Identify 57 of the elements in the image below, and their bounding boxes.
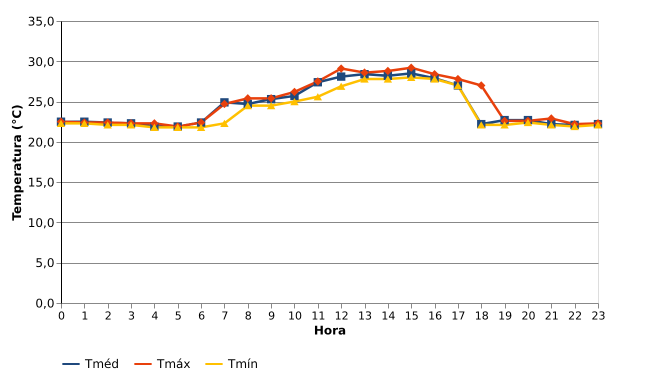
x-tick-label: 1 bbox=[81, 310, 88, 322]
y-tick-label: 0,0 bbox=[35, 296, 54, 310]
y-tick-label: 20,0 bbox=[28, 135, 54, 150]
x-tick-label: 16 bbox=[428, 310, 442, 322]
point bbox=[336, 64, 346, 73]
x-tick-label: 21 bbox=[544, 310, 559, 322]
x-tick-label: 17 bbox=[451, 310, 466, 322]
point bbox=[336, 82, 346, 90]
x-tick-label: 14 bbox=[381, 310, 396, 322]
x-tick-label: 13 bbox=[358, 310, 372, 322]
point bbox=[266, 102, 276, 110]
x-tick-label: 19 bbox=[498, 310, 512, 322]
point bbox=[290, 88, 299, 96]
x-tick-label: 18 bbox=[474, 310, 489, 322]
point bbox=[407, 64, 416, 72]
y-tick-label: 25,0 bbox=[28, 95, 54, 110]
x-tick-label: 23 bbox=[592, 310, 606, 322]
y-tick-label: 5,0 bbox=[35, 256, 54, 270]
x-tick-label: 15 bbox=[404, 310, 419, 322]
point bbox=[314, 93, 322, 100]
point bbox=[196, 124, 206, 131]
y-axis-title: Temperatura (°C) bbox=[10, 104, 24, 221]
point bbox=[104, 121, 112, 129]
x-tick-label: 11 bbox=[311, 310, 326, 322]
x-tick-label: 6 bbox=[198, 310, 206, 322]
x-tick-label: 12 bbox=[334, 310, 349, 322]
y-tick-label: 15,0 bbox=[28, 176, 54, 190]
point bbox=[290, 98, 299, 106]
point bbox=[407, 74, 416, 82]
point bbox=[500, 121, 509, 129]
legend-label: Tmáx bbox=[156, 357, 190, 371]
y-tick-label: 10,0 bbox=[28, 216, 54, 230]
x-tick-label: 9 bbox=[268, 310, 276, 322]
x-tick-label: 3 bbox=[128, 310, 136, 322]
point bbox=[384, 66, 392, 76]
point bbox=[220, 120, 229, 127]
point bbox=[336, 72, 346, 81]
point bbox=[360, 75, 369, 83]
point bbox=[547, 114, 556, 123]
point bbox=[454, 74, 462, 84]
x-tick-label: 8 bbox=[244, 310, 252, 322]
x-tick-label: 5 bbox=[174, 310, 182, 322]
point bbox=[477, 81, 486, 90]
x-tick-label: 10 bbox=[288, 310, 302, 322]
point bbox=[384, 75, 392, 83]
point bbox=[244, 94, 252, 103]
x-tick-label: 20 bbox=[521, 310, 536, 322]
x-axis-title: Hora bbox=[314, 324, 346, 338]
x-tick-label: 22 bbox=[568, 310, 582, 322]
x-tick-label: 7 bbox=[221, 310, 228, 322]
x-tick-label: 2 bbox=[104, 310, 112, 322]
y-tick-label: 30,0 bbox=[28, 54, 54, 69]
x-tick-label: 0 bbox=[58, 310, 65, 322]
y-tick-label: 35,0 bbox=[28, 14, 54, 28]
x-tick-label: 4 bbox=[151, 310, 158, 322]
legend-label: Tmín bbox=[227, 357, 258, 371]
legend-label: Tméd bbox=[84, 357, 120, 371]
